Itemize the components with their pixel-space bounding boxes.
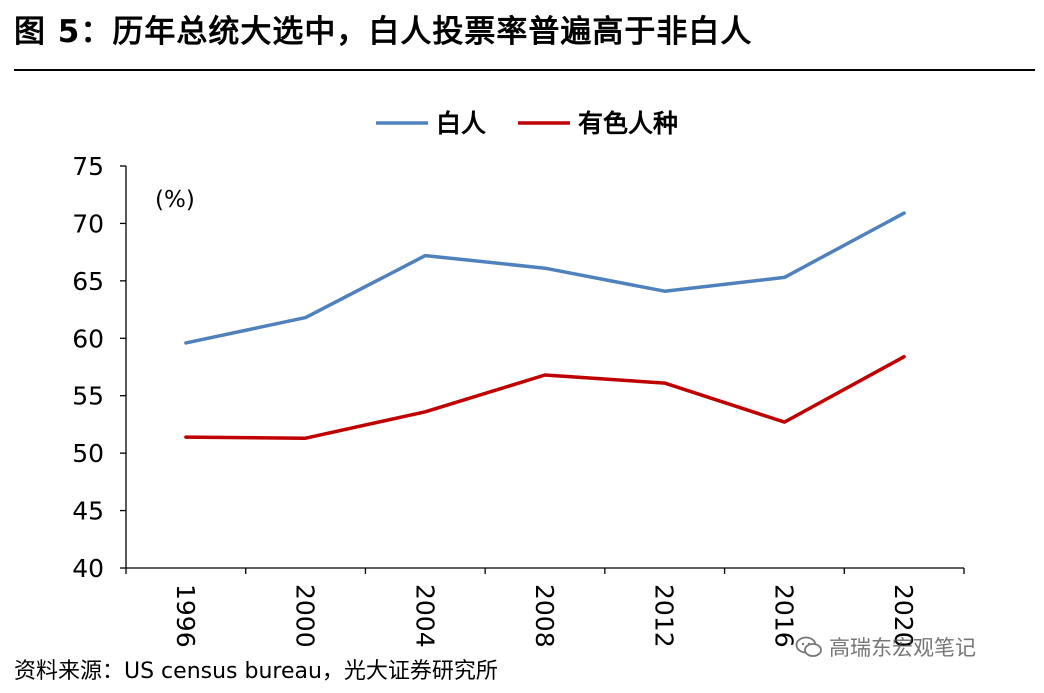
x-tick-label: 2000 — [291, 584, 320, 648]
y-tick-label: 40 — [72, 554, 104, 583]
x-tick-label: 1996 — [171, 584, 200, 648]
y-tick-label: 60 — [72, 324, 104, 353]
x-tick-label: 2016 — [769, 584, 798, 648]
chart-legend: 白人 有色人种 — [376, 109, 678, 138]
y-tick-label: 45 — [72, 497, 104, 526]
y-tick-label: 70 — [72, 209, 104, 238]
watermark: 高瑞东宏观笔记 — [795, 632, 976, 662]
chart-title: 图 5：历年总统大选中，白人投票率普遍高于非白人 — [14, 14, 753, 50]
series-line — [184, 354, 906, 440]
source-note: 资料来源：US census bureau，光大证券研究所 — [14, 659, 498, 684]
legend-label: 白人 — [436, 109, 486, 138]
chart-axes — [120, 165, 965, 574]
y-unit-label: (%) — [155, 187, 195, 213]
legend-label: 有色人种 — [578, 109, 678, 138]
y-tick-label: 75 — [72, 152, 104, 181]
x-tick-label: 2012 — [650, 584, 679, 648]
x-tick-label: 2008 — [530, 584, 559, 648]
series-lines — [184, 211, 906, 440]
wechat-icon — [795, 636, 822, 657]
tick-labels: 40 45 50 55 60 65 70 75 1996 2000 2004 2008 2012 2016… — [72, 152, 918, 648]
y-tick-label: 50 — [72, 439, 104, 468]
y-tick-label: 65 — [72, 267, 104, 296]
watermark-text: 高瑞东宏观笔记 — [829, 636, 976, 660]
y-tick-label: 55 — [72, 382, 104, 411]
series-line — [184, 211, 906, 345]
title-divider — [14, 69, 1035, 71]
x-tick-label: 2004 — [410, 584, 439, 648]
x-tick-label: 2020 — [889, 584, 918, 648]
